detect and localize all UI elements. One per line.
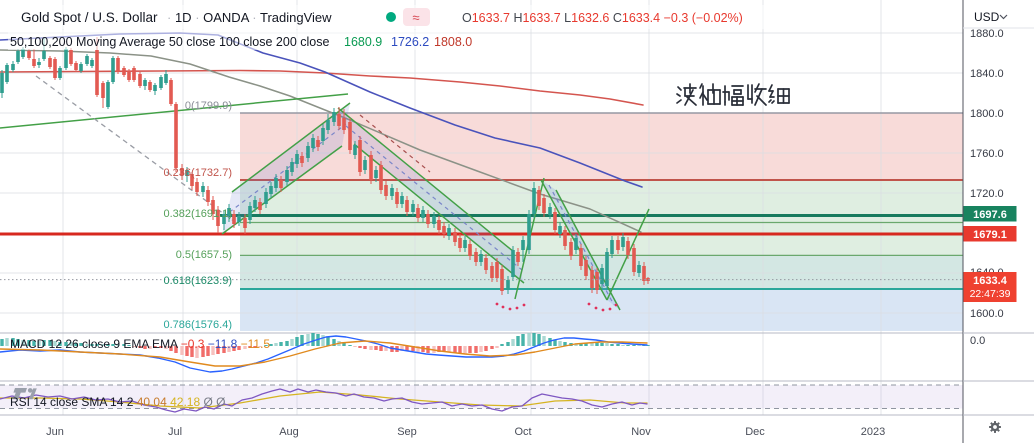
svg-text:Dec: Dec	[745, 426, 765, 438]
svg-text:1800.0: 1800.0	[970, 108, 1004, 120]
svg-text:0.382(1691.1): 0.382(1691.1)	[164, 208, 233, 220]
svg-text:USD: USD	[974, 10, 1000, 24]
svg-text:· 1D · OANDA · TradingView: · 1D · OANDA · TradingView	[167, 10, 332, 25]
svg-text:1726.2: 1726.2	[391, 35, 429, 49]
svg-text:0(1799.9): 0(1799.9)	[185, 100, 232, 112]
svg-text:1633.4: 1633.4	[973, 275, 1008, 287]
svg-text:1808.0: 1808.0	[434, 35, 472, 49]
svg-text:MACD 12 26 close 9 EMA EMA −0.: MACD 12 26 close 9 EMA EMA −0.3 −11.8 −1…	[10, 337, 270, 351]
svg-text:50,100,200 Moving Average 50 c: 50,100,200 Moving Average 50 close 100 c…	[10, 35, 329, 49]
svg-text:Oct: Oct	[514, 426, 531, 438]
svg-text:0.618(1623.9): 0.618(1623.9)	[164, 275, 233, 287]
svg-text:Jul: Jul	[168, 426, 182, 438]
svg-text:22:47:39: 22:47:39	[970, 288, 1011, 300]
svg-text:1760.0: 1760.0	[970, 148, 1004, 160]
svg-text:Aug: Aug	[279, 426, 299, 438]
svg-text:1680.9: 1680.9	[344, 35, 382, 49]
svg-text:0.786(1576.4): 0.786(1576.4)	[164, 319, 233, 331]
svg-text:≈: ≈	[412, 10, 419, 25]
svg-text:1720.0: 1720.0	[970, 188, 1004, 200]
svg-text:RSI 14 close SMA 14 2 40.04 42: RSI 14 close SMA 14 2 40.04 42.18 Ø Ø	[10, 395, 226, 409]
svg-text:2023: 2023	[861, 426, 885, 438]
svg-text:1600.0: 1600.0	[970, 308, 1004, 320]
svg-text:1679.1: 1679.1	[973, 229, 1007, 241]
svg-text:Gold Spot / U.S. Dollar: Gold Spot / U.S. Dollar	[21, 10, 158, 25]
svg-text:Sep: Sep	[397, 426, 417, 438]
svg-text:0.236(1732.7): 0.236(1732.7)	[164, 167, 233, 179]
svg-text:O1633.7 H1633.7 L1632.6 C16: O1633.7 H1633.7 L1632.6 C1633.4 −0.3 (−0…	[462, 11, 743, 25]
svg-text:1840.0: 1840.0	[970, 68, 1004, 80]
svg-text:1880.0: 1880.0	[970, 28, 1004, 40]
svg-text:Jun: Jun	[46, 426, 64, 438]
svg-text:0.5(1657.5): 0.5(1657.5)	[176, 249, 232, 261]
svg-text:1697.6: 1697.6	[973, 209, 1007, 221]
svg-text:0.0: 0.0	[970, 335, 985, 347]
svg-text:Nov: Nov	[631, 426, 651, 438]
